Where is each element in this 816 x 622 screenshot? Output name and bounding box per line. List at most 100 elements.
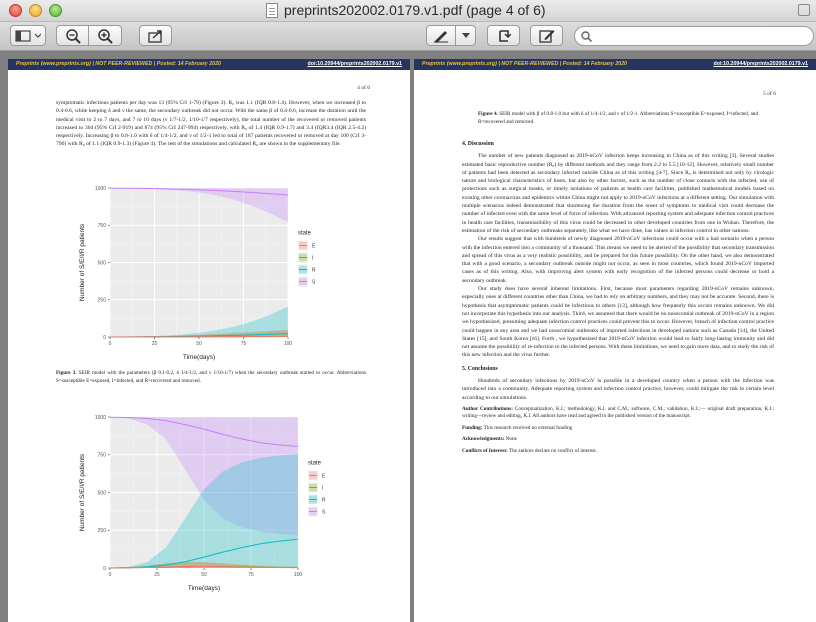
conclusions-paragraph: Hundreds of secondary infections by 2019… [462, 378, 774, 401]
acknowledgments: Acknowledgments: None [462, 436, 774, 444]
discussion-paragraph-2: Our results suggest that with hundreds o… [462, 236, 774, 284]
figure-3-caption-text: SEIR model with the parameters (β 0.1-0.… [56, 370, 367, 384]
x-tick-label: 75 [241, 341, 247, 347]
minimize-window-button[interactable] [29, 4, 42, 17]
figure-3-chart: 0 250 500 750 1000 0 25 50 75 100 Time(days) Number… [70, 182, 340, 365]
preprint-banner: Preprints (www.preprints.org) | NOT PEER… [414, 59, 816, 70]
y-axis-label: Number of S/E/I/R patients [79, 223, 86, 301]
author-contributions-text: Conceptualization, K.I.; methodology, K.… [462, 405, 774, 420]
legend-title: state [308, 461, 322, 467]
search-field[interactable] [574, 26, 814, 46]
toolbar [0, 22, 816, 51]
y-tick-label: 500 [98, 490, 107, 496]
y-tick-label: 250 [98, 298, 107, 304]
x-tick-label: 50 [196, 341, 202, 347]
x-tick-label: 75 [248, 572, 254, 578]
fullscreen-icon[interactable] [798, 4, 810, 16]
pdf-page-4: Preprints (www.preprints.org) | NOT PEER… [8, 59, 410, 622]
rotate-button[interactable] [487, 25, 520, 46]
figure-4-svg: 0 250 500 750 1000 0 25 50 75 100 Time(days) Number… [79, 415, 326, 592]
ribbon-R [110, 454, 298, 568]
x-tick-label: 0 [109, 572, 112, 578]
close-window-button[interactable] [9, 4, 22, 17]
pdf-document-icon [266, 3, 278, 18]
conflicts-of-interest: Conflicts of Interest: The authors decla… [462, 448, 774, 456]
y-axis-label: Number of S/E/I/R patients [79, 453, 86, 531]
x-tick-label: 25 [152, 341, 158, 347]
legend-label-R: R [322, 498, 326, 504]
preprint-banner: Preprints (www.preprints.org) | NOT PEER… [8, 59, 410, 70]
search-input[interactable] [597, 29, 807, 43]
y-tick-label: 0 [103, 335, 106, 341]
legend-label-E: E [312, 244, 316, 250]
x-tick-label: 25 [154, 572, 160, 578]
rotate-icon [498, 29, 511, 42]
chevron-down-icon [461, 32, 470, 38]
x-axis-label: Time(days) [188, 585, 220, 592]
zoom-in-button[interactable] [89, 25, 122, 46]
conflicts-text: The authors declare no conflict of inter… [507, 447, 597, 454]
discussion-paragraph-1: The number of new patients diagnosed as … [462, 153, 774, 234]
x-axis-label: Time(days) [183, 354, 215, 361]
author-contributions-label: Author Contributions: [462, 405, 513, 412]
legend-label-E: E [322, 474, 326, 480]
x-tick-label: 50 [201, 572, 207, 578]
doi-link[interactable]: doi:10.20944/preprints202002.0179.v1 [713, 61, 808, 67]
legend-label-I: I [312, 256, 313, 262]
zoom-in-icon [98, 28, 113, 44]
conflicts-label: Conflicts of Interest: [462, 447, 508, 454]
doi-link[interactable]: doi:10.20944/preprints202002.0179.v1 [307, 61, 402, 67]
sidebar-view-button[interactable] [10, 25, 46, 46]
annotate-button[interactable] [530, 25, 563, 46]
paragraph-text: symptomatic infectious patients per day … [56, 100, 366, 148]
figure-4-caption-text: SEIR model with β of 0.8-1.0 but with δ … [478, 111, 758, 125]
acknowledgments-text: None [504, 436, 517, 443]
ribbon-R [110, 306, 288, 337]
series-line-E [110, 335, 288, 338]
document-viewer[interactable]: Preprints (www.preprints.org) | NOT PEER… [0, 51, 816, 622]
series-line-S [109, 416, 299, 447]
series-line-E [109, 565, 299, 569]
funding-label: Funding: [462, 424, 483, 431]
x-tick-label: 100 [294, 572, 303, 578]
series-line-S [109, 187, 289, 196]
figure-4-chart: 0 250 500 750 1000 0 25 50 75 100 Time(days) Number… [70, 411, 350, 596]
y-tick-label: 750 [98, 453, 107, 459]
y-tick-label: 750 [98, 223, 107, 229]
funding: Funding: This research received no exter… [462, 425, 774, 433]
share-button[interactable] [139, 25, 172, 46]
search-icon [581, 31, 592, 42]
legend-label-R: R [312, 268, 316, 274]
legend-title: state [298, 231, 312, 237]
window-titlebar: preprints202002.0179.v1.pdf (page 4 of 6… [0, 0, 816, 22]
page-number: 4 of 6 [357, 85, 370, 91]
y-tick-label: 1000 [95, 415, 106, 421]
markup-pen-button[interactable] [426, 25, 456, 46]
y-tick-label: 250 [98, 528, 107, 534]
discussion-heading: 4. Discussion [462, 141, 494, 147]
legend-label-S: S [312, 280, 316, 286]
banner-left-text: Preprints (www.preprints.org) | NOT PEER… [16, 61, 221, 67]
sidebar-icon [15, 29, 41, 42]
markup-dropdown-button[interactable] [456, 25, 476, 46]
y-tick-label: 500 [98, 260, 107, 266]
figure-4-caption: Figure 4. SEIR model with β of 0.8-1.0 b… [478, 111, 758, 126]
figure-4-label: Figure 4. [478, 111, 498, 117]
ribbon-I [110, 562, 298, 568]
funding-text: This research received no external fundi… [482, 424, 573, 431]
window-title: preprints202002.0179.v1.pdf (page 4 of 6… [284, 2, 546, 18]
x-tick-label: 100 [284, 341, 293, 347]
share-icon [147, 29, 162, 43]
ribbon-S [110, 417, 298, 536]
zoom-out-button[interactable] [56, 25, 89, 46]
figure-3-caption: Figure 3. SEIR model with the parameters… [56, 370, 366, 385]
zoom-out-icon [65, 28, 81, 44]
discussion-section: 4. Discussion The number of new patients… [462, 137, 774, 455]
zoom-window-button[interactable] [49, 4, 62, 17]
legend-label-I: I [322, 486, 323, 492]
zoom-control [56, 25, 122, 46]
y-tick-label: 1000 [95, 186, 106, 192]
markup-control [426, 25, 476, 46]
figure-3-label: Figure 3. [56, 370, 77, 376]
figure-3-svg: 0 250 500 750 1000 0 25 50 75 100 Time(days) Number… [79, 186, 316, 361]
